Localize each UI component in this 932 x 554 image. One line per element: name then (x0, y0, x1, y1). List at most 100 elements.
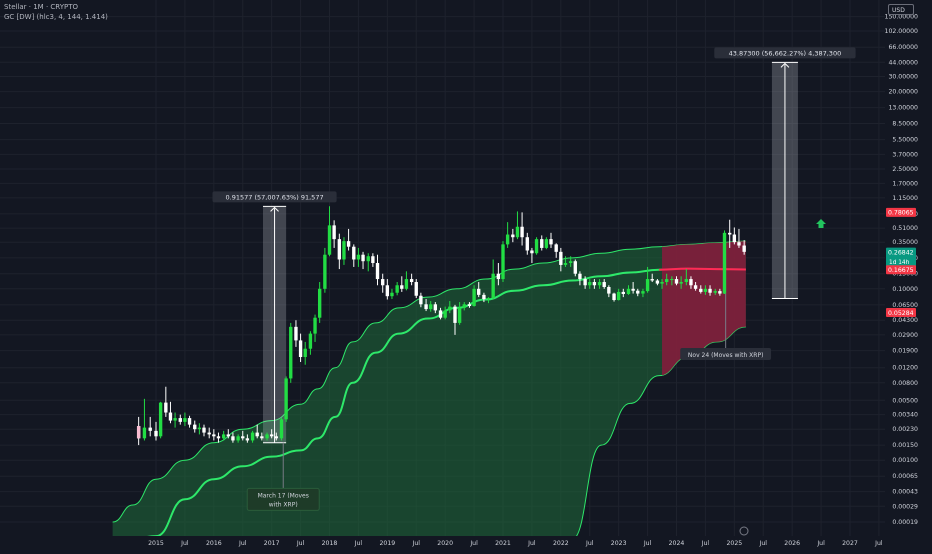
candle-body[interactable] (689, 279, 693, 286)
candle-body[interactable] (303, 348, 307, 358)
indicator-legend[interactable]: GC [DW] (hlc3, 4, 144, 1.414) (4, 13, 108, 21)
candle-body[interactable] (554, 244, 558, 252)
candle-body[interactable] (616, 291, 621, 301)
candle-body[interactable] (173, 418, 177, 421)
candle-body[interactable] (226, 434, 230, 437)
candle-body[interactable] (212, 434, 216, 437)
candle-body[interactable] (737, 242, 741, 246)
candle-body[interactable] (482, 294, 486, 300)
candle-body[interactable] (154, 430, 158, 437)
candle-body[interactable] (356, 254, 361, 260)
candle-body[interactable] (462, 304, 466, 308)
symbol-title[interactable]: Stellar · 1M · CRYPTO (4, 3, 78, 11)
candle-body[interactable] (626, 288, 631, 294)
candle-body[interactable] (433, 304, 438, 311)
candle-body[interactable] (385, 285, 390, 297)
candle-body[interactable] (693, 285, 698, 289)
candle-body[interactable] (467, 304, 472, 307)
candle-body[interactable] (168, 412, 173, 421)
candle-body[interactable] (400, 285, 404, 289)
candle-body[interactable] (187, 418, 192, 425)
candle-body[interactable] (650, 279, 654, 281)
candle-body[interactable] (486, 298, 491, 300)
candle-body[interactable] (540, 239, 544, 248)
candle-body[interactable] (424, 304, 428, 310)
candle-body[interactable] (641, 291, 645, 294)
candle-body[interactable] (158, 402, 163, 437)
candle-body[interactable] (636, 290, 640, 294)
candle-body[interactable] (443, 310, 447, 318)
candle-body[interactable] (670, 279, 674, 281)
candle-body[interactable] (231, 436, 235, 441)
candle-body[interactable] (597, 282, 602, 286)
candle-body[interactable] (298, 340, 303, 358)
currency-button[interactable]: USD (888, 4, 914, 15)
candle-body[interactable] (568, 261, 573, 264)
candle-body[interactable] (221, 434, 226, 439)
candle-body[interactable] (361, 254, 365, 262)
candle-body[interactable] (457, 307, 462, 323)
candle-body[interactable] (684, 279, 689, 283)
candle-body[interactable] (429, 304, 433, 310)
candle-body[interactable] (491, 273, 495, 299)
candle-body[interactable] (621, 291, 625, 294)
candle-body[interactable] (409, 279, 414, 283)
candle-body[interactable] (674, 279, 679, 284)
candle-body[interactable] (703, 288, 708, 292)
candle-body[interactable] (511, 234, 515, 238)
candle-body[interactable] (679, 282, 683, 284)
candle-body[interactable] (655, 280, 660, 284)
candle-body[interactable] (241, 436, 245, 439)
candle-body[interactable] (732, 234, 737, 243)
candle-body[interactable] (583, 279, 587, 286)
candle-body[interactable] (289, 326, 293, 379)
candle-body[interactable] (660, 282, 664, 284)
candle-body[interactable] (317, 288, 322, 318)
annotation-box[interactable] (246, 487, 320, 511)
candle-body[interactable] (236, 436, 240, 441)
candle-body[interactable] (520, 226, 524, 238)
candle-body[interactable] (544, 239, 549, 248)
candle-body[interactable] (207, 432, 211, 435)
candle-body[interactable] (245, 438, 250, 441)
candle-body[interactable] (496, 273, 501, 280)
candle-body[interactable] (371, 256, 375, 264)
candle-body[interactable] (260, 436, 264, 439)
candle-body[interactable] (381, 279, 385, 286)
candle-body[interactable] (250, 432, 255, 441)
candle-body[interactable] (390, 292, 394, 297)
candle-body[interactable] (578, 273, 582, 280)
candle-body[interactable] (327, 225, 332, 255)
candle-body[interactable] (342, 241, 346, 260)
candle-body[interactable] (279, 419, 284, 439)
candle-body[interactable] (530, 250, 534, 254)
candle-body[interactable] (323, 254, 327, 289)
candle-body[interactable] (472, 288, 476, 307)
candle-body[interactable] (664, 279, 669, 283)
candle-body[interactable] (505, 234, 510, 245)
candle-body[interactable] (525, 237, 529, 251)
candle-body[interactable] (559, 251, 563, 265)
candle-body[interactable] (265, 434, 269, 439)
candle-body[interactable] (294, 326, 298, 341)
candle-body[interactable] (202, 427, 206, 433)
candle-body[interactable] (269, 434, 274, 437)
candle-body[interactable] (549, 239, 553, 245)
candle-body[interactable] (602, 282, 606, 287)
candle-body[interactable] (612, 293, 616, 301)
candle-body[interactable] (366, 256, 370, 262)
candle-body[interactable] (592, 282, 597, 286)
candle-body[interactable] (607, 286, 611, 294)
candle-body[interactable] (352, 246, 356, 260)
candle-body[interactable] (216, 436, 221, 439)
candle-body[interactable] (178, 418, 182, 422)
candle-body[interactable] (501, 244, 505, 280)
candle-body[interactable] (332, 225, 336, 240)
candle-body[interactable] (255, 432, 259, 437)
candle-body[interactable] (164, 402, 168, 413)
candle-body[interactable] (573, 261, 577, 274)
candle-body[interactable] (148, 427, 152, 431)
candle-body[interactable] (284, 378, 288, 420)
